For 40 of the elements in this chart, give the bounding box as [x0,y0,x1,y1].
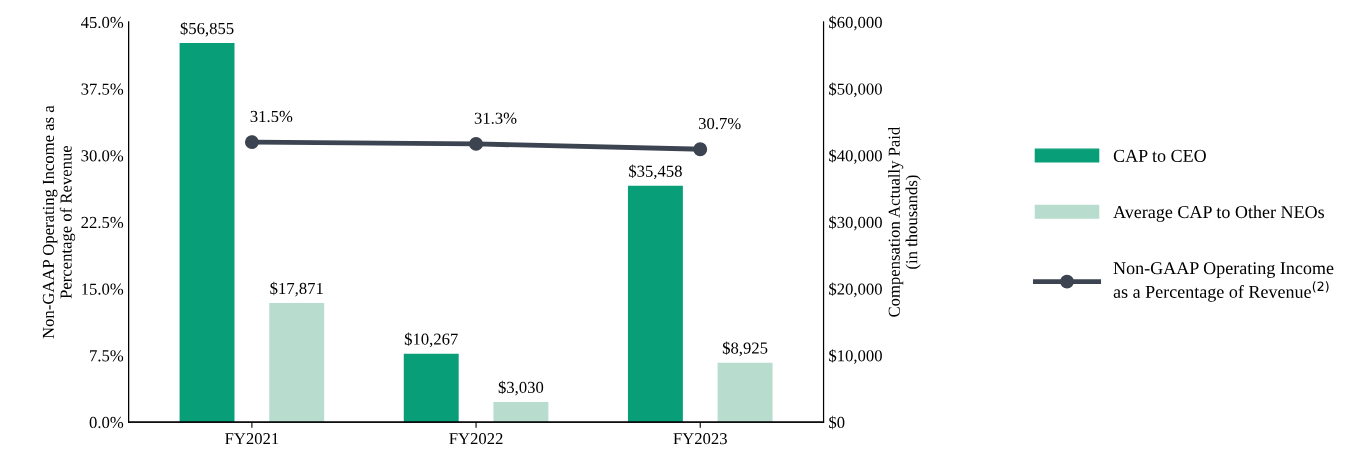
y2-tick-label: $40,000 [829,149,882,164]
legend-label: CAP to CEO [1113,149,1206,162]
y2-tick-label: $60,000 [829,15,882,31]
y2-tick-label: $0 [829,415,845,430]
data-label: $8,925 [722,341,768,357]
y-tick-label: 45.0% [81,16,124,29]
y2-tick-label: $20,000 [829,282,882,298]
data-label: $35,458 [629,164,682,180]
y-axis-title: Non-GAAP Operating Income as a Percentage of Revenue [42,105,76,339]
x-tick-label: FY2023 [673,433,727,445]
y-tick-label: 15.0% [82,283,124,295]
y-tick-label: 30.0% [81,150,124,162]
y2-tick-label: $10,000 [829,349,882,364]
y-tick-label: 37.5% [81,83,124,95]
bar [627,185,683,423]
data-label: $3,030 [498,380,544,396]
point [693,142,708,157]
data-label: 31.3% [474,112,517,124]
data-label: $56,855 [180,21,234,37]
bar [179,43,235,423]
data-label: 30.7% [698,117,741,130]
point [244,135,259,150]
y2-axis-title: Compensation Actually Paid (in thousands) [888,126,921,317]
data-label: $10,267 [404,332,458,348]
bar [403,353,459,423]
legend-label: Non-GAAP Operating Income as a Percentage of Revenue$^{(2)}$ [1113,262,1334,302]
bar [269,302,325,423]
y2-tick-label: $50,000 [829,82,882,98]
bar [493,401,549,423]
y-tick-label: 0.0% [89,416,124,429]
x-tick-label: FY2022 [449,433,503,445]
point [469,136,484,151]
data-label: $17,871 [270,281,323,297]
data-label: 31.5% [250,110,293,123]
y-tick-label: 7.5% [90,350,124,362]
legend-label: Average CAP to Other NEOs [1113,205,1324,222]
x-tick-label: FY2021 [225,433,279,445]
y2-tick-label: $30,000 [829,215,882,231]
bar [717,362,773,423]
y-tick-label: 22.5% [81,216,124,229]
